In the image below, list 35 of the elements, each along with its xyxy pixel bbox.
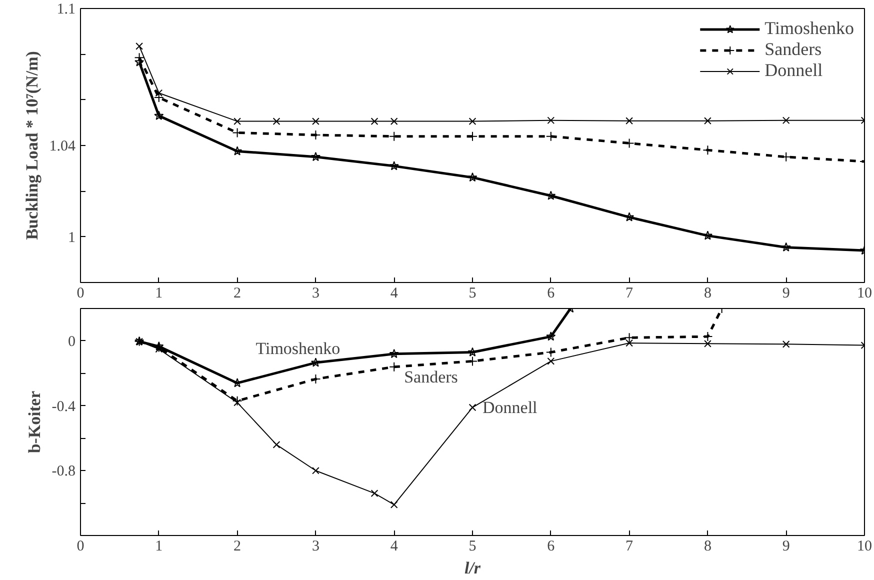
legend-label: Timoshenko: [764, 18, 854, 39]
y-tick-label: 0: [68, 334, 76, 350]
x-tick-label: 1: [155, 538, 163, 554]
x-tick-label: 4: [390, 538, 398, 554]
x-tick-label: 8: [704, 286, 712, 302]
x-tick-label: 9: [782, 538, 790, 554]
series-label: Sanders: [404, 367, 458, 386]
y-tick-label: -0.4: [52, 398, 76, 415]
y-axis-title: Buckling Load * 10⁷(N/m): [22, 51, 42, 240]
x-tick-label: 8: [704, 538, 712, 554]
x-tick-label: 1: [155, 286, 163, 302]
x-axis-title: l/r: [464, 558, 481, 578]
legend-label: Donnell: [764, 60, 823, 81]
x-tick-label: 10: [857, 286, 872, 302]
x-tick-label: 7: [626, 286, 634, 302]
x-tick-label: 3: [312, 538, 320, 554]
y-tick-label: 1.04: [49, 138, 76, 154]
x-tick-label: 6: [547, 538, 556, 554]
x-tick-label: 7: [626, 538, 634, 554]
y-tick-label: 1.1: [56, 2, 76, 18]
x-tick-label: 10: [857, 538, 872, 554]
x-tick-label: 6: [547, 286, 556, 302]
x-tick-label: 5: [468, 286, 476, 302]
y-tick-label: 1: [68, 230, 76, 246]
x-tick-label: 4: [390, 286, 398, 302]
legend-label: Sanders: [764, 39, 822, 60]
series-label: Donnell: [482, 398, 538, 417]
x-tick-label: 5: [468, 538, 476, 554]
y-tick-label: -0.8: [52, 464, 76, 480]
series-label: Timoshenko: [256, 339, 340, 358]
x-tick-label: 3: [312, 286, 320, 302]
y-axis-title: b-Koiter: [24, 390, 44, 454]
x-tick-label: 2: [234, 286, 242, 302]
x-tick-label: 9: [782, 286, 790, 302]
x-tick-label: 2: [234, 538, 242, 554]
